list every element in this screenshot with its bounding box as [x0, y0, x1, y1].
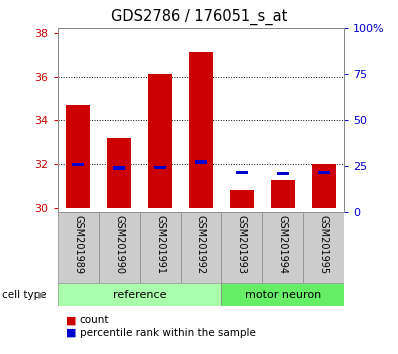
Text: cell type: cell type	[2, 290, 47, 300]
Text: GSM201994: GSM201994	[278, 215, 288, 274]
Bar	[113, 166, 125, 170]
Bar	[189, 52, 213, 208]
Bar	[181, 212, 221, 283]
Bar	[154, 166, 166, 169]
Bar	[303, 212, 344, 283]
Text: count: count	[80, 315, 109, 325]
Bar	[221, 212, 262, 283]
Bar	[236, 171, 248, 174]
Bar	[221, 283, 344, 306]
Text: ■: ■	[66, 328, 76, 338]
Text: percentile rank within the sample: percentile rank within the sample	[80, 328, 256, 338]
Text: GDS2786 / 176051_s_at: GDS2786 / 176051_s_at	[111, 9, 287, 25]
Text: GSM201992: GSM201992	[196, 215, 206, 274]
Bar	[66, 105, 90, 208]
Bar	[99, 212, 140, 283]
Bar	[58, 212, 99, 283]
Bar	[72, 162, 84, 166]
Text: reference: reference	[113, 290, 166, 300]
Bar	[148, 74, 172, 208]
Bar	[195, 160, 207, 164]
Bar	[262, 212, 303, 283]
Bar	[140, 212, 181, 283]
Bar	[230, 190, 254, 208]
Text: GSM201995: GSM201995	[319, 215, 329, 274]
Bar	[312, 164, 336, 208]
Bar	[318, 171, 330, 174]
Text: ■: ■	[66, 315, 76, 325]
Text: GSM201993: GSM201993	[237, 215, 247, 274]
Text: ▶: ▶	[38, 290, 46, 300]
Text: GSM201990: GSM201990	[114, 215, 124, 274]
Text: GSM201989: GSM201989	[73, 215, 83, 274]
Bar	[277, 172, 289, 175]
Bar	[58, 283, 221, 306]
Bar	[271, 179, 295, 208]
Text: motor neuron: motor neuron	[245, 290, 321, 300]
Text: GSM201991: GSM201991	[155, 215, 165, 274]
Bar	[107, 138, 131, 208]
